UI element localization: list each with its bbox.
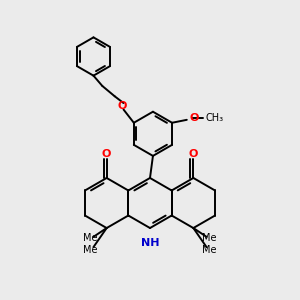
Text: O: O — [102, 149, 111, 159]
Text: Me: Me — [83, 233, 98, 243]
Text: O: O — [189, 113, 199, 123]
Text: O: O — [189, 149, 198, 159]
Text: CH₃: CH₃ — [206, 113, 224, 123]
Text: Me: Me — [202, 245, 217, 255]
Text: NH: NH — [141, 238, 159, 248]
Text: Me: Me — [83, 245, 98, 255]
Text: O: O — [117, 101, 127, 111]
Text: Me: Me — [202, 233, 217, 243]
